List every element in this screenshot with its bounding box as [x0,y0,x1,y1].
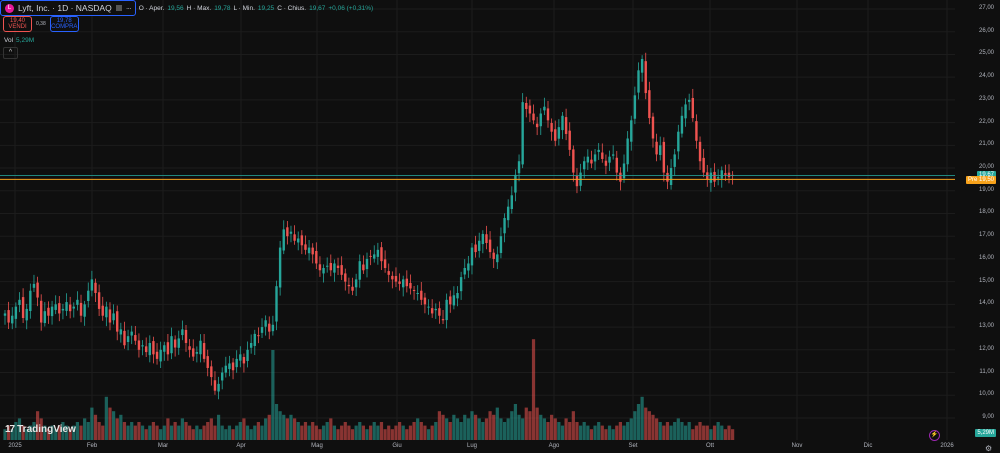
low-value: 19,25 [257,4,275,12]
price-tick: 27,00 [978,5,994,11]
time-tick: Set [628,443,638,449]
price-tick: 14,00 [978,300,994,307]
pre-price: 19,50 [978,177,994,184]
price-tick: 22,00 [978,118,994,125]
price-tick: 11,00 [979,368,994,375]
buy-label: COMPRA [51,24,78,30]
tradingview-logo[interactable]: 17 TradingView [5,424,76,435]
price-tick: 26,00 [978,27,994,34]
price-tick: 15,00 [978,277,994,284]
price-tick: 17,00 [978,232,994,239]
price-lines [0,175,955,180]
time-tick: Giu [392,443,402,449]
pre-market-tag: Pre 19,50 [965,176,996,185]
price-tick: 13,00 [978,323,994,330]
spread-value: 0,38 [36,21,46,27]
volume-value: 5,29M [16,37,35,44]
time-tick: Lug [466,443,478,449]
time-tick: Nov [791,443,803,449]
symbol-title: Lyft, Inc. · 1D · NASDAQ [18,3,112,13]
sell-label: VENDI [8,24,27,30]
time-tick: Ago [548,443,560,449]
close-value: 19,67 [309,4,326,12]
tradingview-mark-icon: 17 [5,424,15,435]
high-label: H · Max. [186,4,212,12]
time-tick: Apr [236,443,246,449]
collapse-legend-button[interactable]: ^ [3,47,18,59]
time-tick: Mar [157,443,169,449]
time-tick: Mag [311,443,323,449]
open-label: O · Aper. [138,4,165,12]
time-tick: 2025 [8,443,22,449]
price-tick: 19,00 [978,186,994,193]
price-tick: 16,00 [978,254,994,261]
volume-legend: Vol 5,29M [4,37,34,44]
sell-button[interactable]: 19,40 VENDI [3,16,32,32]
pre-label: Pre [967,177,978,184]
time-tick: Ott [705,443,715,449]
buy-button[interactable]: 19,78 COMPRA [49,16,79,32]
buy-price: 19,78 [56,18,72,24]
price-tick: 24,00 [978,73,994,80]
settings-icon[interactable]: ⚙ [985,444,993,453]
price-tick: 21,00 [978,141,994,148]
price-tick: 12,00 [978,345,994,352]
candlesticks [3,52,734,400]
sell-price: 19,40 [9,18,25,24]
chart-header: L Lyft, Inc. · 1D · NASDAQ ··· O · Aper.… [0,0,373,16]
brand-name: TradingView [17,424,76,435]
volume-bars [3,339,735,440]
price-tick: 20,00 [978,164,994,171]
compare-icon[interactable] [115,5,122,11]
trade-panel: 19,40 VENDI 0,38 19,78 COMPRA [3,16,79,32]
price-tick: 23,00 [978,95,994,102]
open-value: 19,56 [167,4,184,12]
grid-lines [0,0,955,440]
price-tick: 9,00 [982,413,994,420]
low-label: L · Min. [233,4,255,12]
high-value: 19,78 [214,4,231,12]
symbol-selector[interactable]: L Lyft, Inc. · 1D · NASDAQ ··· [0,0,136,16]
more-icon[interactable]: ··· [125,3,132,13]
time-tick: 2026 [940,443,954,449]
last-price-tag: 19,67 [976,170,996,179]
price-tick: 25,00 [978,50,994,57]
ohlc-legend: O · Aper. 19,56 H · Max. 19,78 L · Min. 19,… [139,5,374,12]
price-tick: 18,00 [978,209,994,216]
lyft-logo-icon: L [5,3,14,13]
price-tick: 10,00 [978,391,994,398]
time-tick: Feb [86,443,98,449]
volume-tag: 5,29M [975,429,996,437]
change-value: +0,06 (+0,31%) [328,4,374,12]
lightning-icon[interactable]: ⚡ [929,430,940,441]
volume-label: Vol [4,37,14,44]
close-label: C · Chius. [277,4,307,12]
time-tick: Dic [863,443,873,449]
